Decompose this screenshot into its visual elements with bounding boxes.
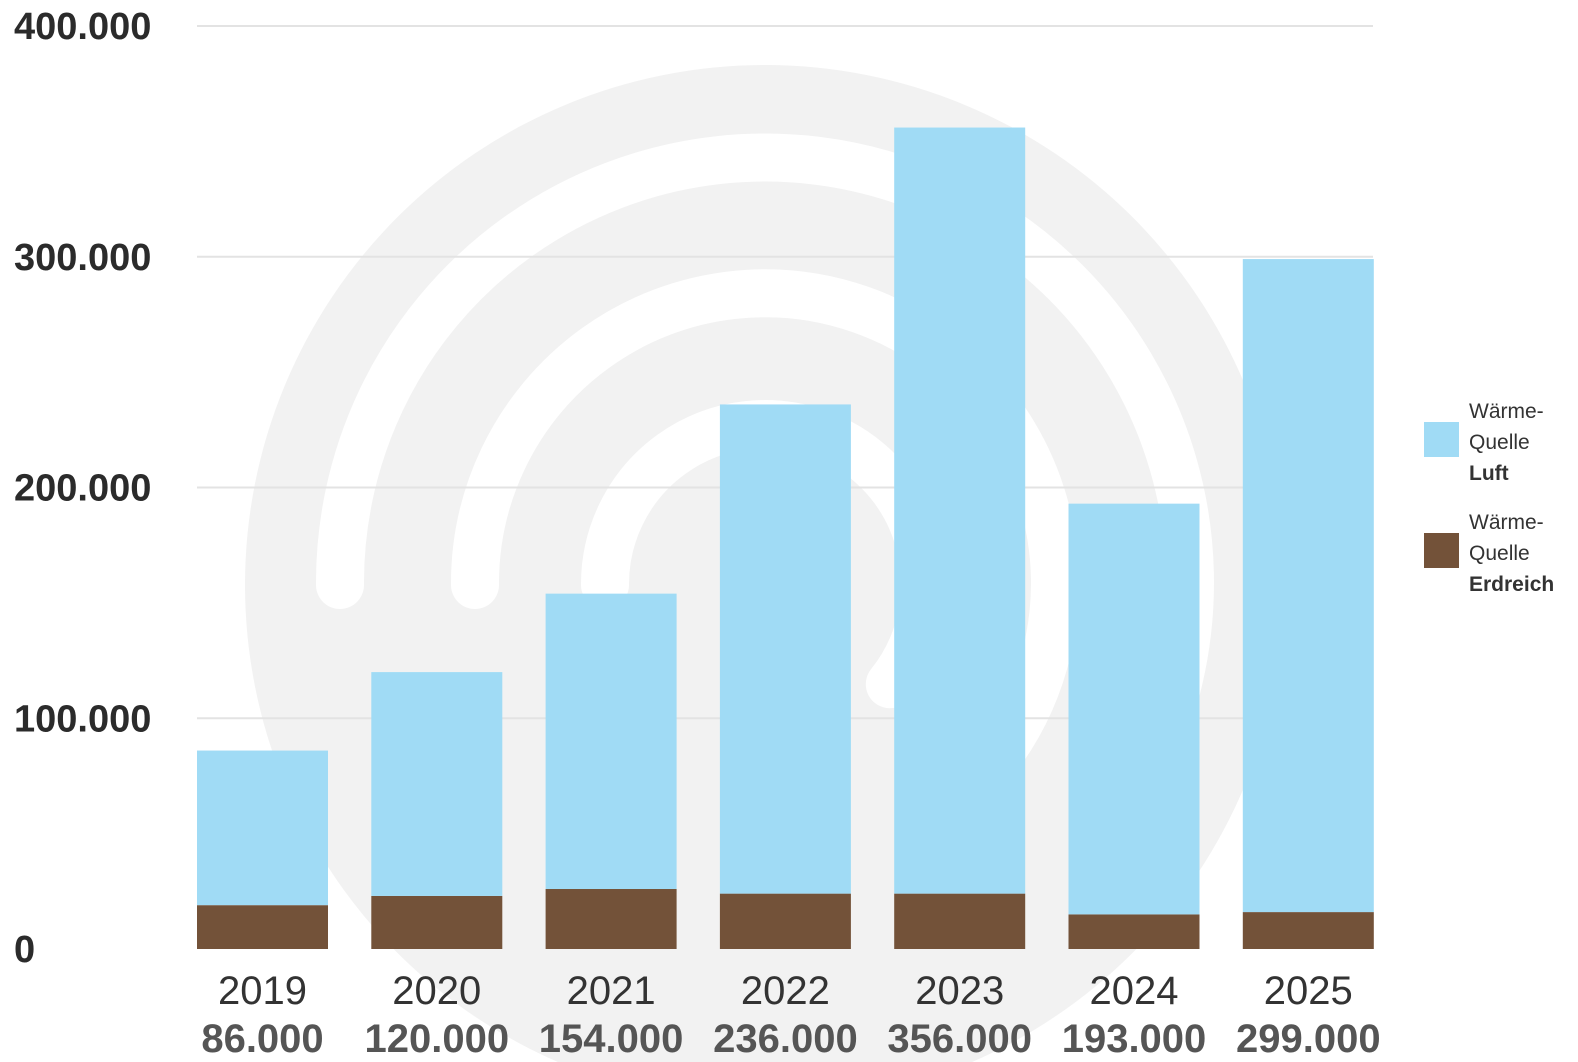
legend-label: Quelle — [1469, 542, 1530, 565]
x-tick-label: 2020 — [392, 969, 481, 1013]
legend-swatch — [1424, 533, 1459, 568]
bar-segment-erdreich — [545, 889, 677, 949]
total-label: 299.000 — [1236, 1017, 1381, 1061]
bar-segment-erdreich — [371, 895, 503, 949]
watermark-ring — [450, 269, 1079, 789]
y-tick-label: 0 — [14, 929, 35, 971]
bar-segment-erdreich — [894, 893, 1026, 949]
legend: Wärme- Quelle Luft Wärme- Quelle Erdreich — [1424, 400, 1554, 596]
total-label: 154.000 — [539, 1017, 684, 1061]
total-label: 356.000 — [887, 1017, 1032, 1061]
x-tick-label: 2024 — [1090, 969, 1179, 1013]
bars — [197, 127, 1374, 949]
bar-segment-erdreich — [197, 905, 328, 949]
x-tick-label: 2021 — [567, 969, 656, 1013]
bar-segment-erdreich — [719, 893, 851, 949]
bar-segment-erdreich — [1242, 912, 1374, 949]
legend-entry-luft: Wärme- Quelle Luft — [1424, 400, 1544, 485]
total-label: 236.000 — [713, 1017, 858, 1061]
legend-label: Wärme- — [1469, 511, 1544, 534]
bar-segment-luft — [719, 404, 851, 894]
total-label: 193.000 — [1062, 1017, 1207, 1061]
x-tick-label: 2023 — [915, 969, 1004, 1013]
x-tick-label: 2022 — [741, 969, 830, 1013]
legend-label: Wärme- — [1469, 400, 1544, 423]
bar-segment-luft — [371, 672, 503, 896]
y-tick-label: 400.000 — [14, 6, 151, 48]
y-tick-label: 200.000 — [14, 468, 151, 510]
legend-label: Quelle — [1469, 431, 1530, 454]
y-tick-label: 100.000 — [14, 698, 151, 740]
y-axis: 0 100.000 200.000 300.000 400.000 — [14, 6, 151, 971]
bar-segment-erdreich — [1068, 914, 1200, 949]
bar-segment-luft — [1068, 503, 1200, 915]
total-label: 86.000 — [201, 1017, 323, 1061]
legend-label: Luft — [1469, 462, 1509, 485]
legend-entry-erdreich: Wärme- Quelle Erdreich — [1424, 511, 1554, 596]
legend-swatch — [1424, 422, 1459, 457]
bar-segment-luft — [197, 750, 328, 906]
bar-segment-luft — [1242, 259, 1374, 913]
legend-label: Erdreich — [1469, 573, 1554, 596]
bar-segment-luft — [545, 593, 677, 890]
y-tick-label: 300.000 — [14, 237, 151, 279]
x-tick-label: 2019 — [218, 969, 307, 1013]
bar-segment-luft — [894, 127, 1026, 894]
total-label: 120.000 — [365, 1017, 510, 1061]
x-tick-label: 2025 — [1264, 969, 1353, 1013]
